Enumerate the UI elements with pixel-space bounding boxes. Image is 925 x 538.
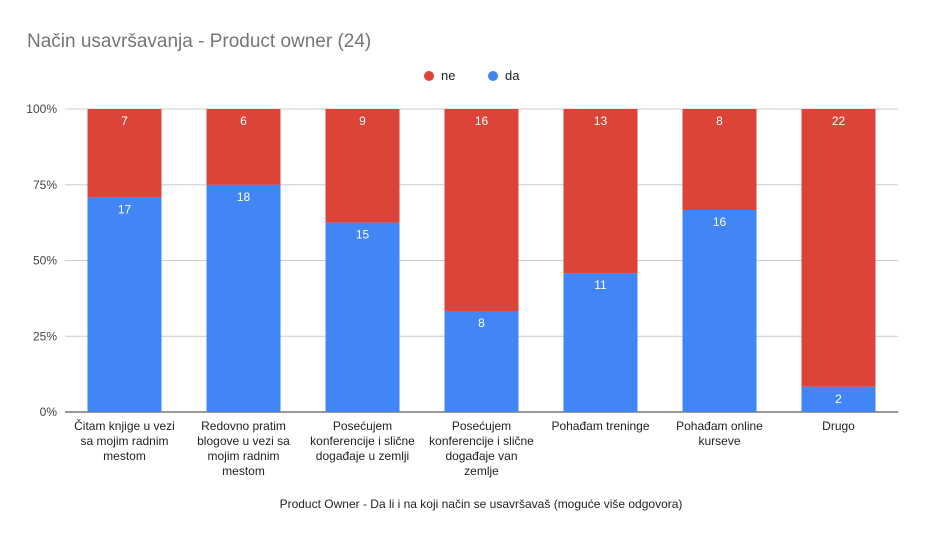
- data-label: 9: [359, 114, 366, 128]
- category-label: mestom: [103, 449, 146, 463]
- data-label: 13: [594, 114, 608, 128]
- category-label: sa mojim radnim: [80, 434, 168, 448]
- chart-title: Način usavršavanja - Product owner (24): [27, 31, 371, 52]
- category-label: događaje u zemlji: [316, 449, 409, 463]
- bar-ne: [87, 109, 162, 198]
- legend-swatch: [488, 71, 498, 81]
- category-label: Posećujem: [333, 419, 392, 433]
- data-label: 8: [478, 316, 485, 330]
- bar-da: [682, 210, 757, 412]
- y-tick-label: 50%: [33, 254, 57, 268]
- bar-da: [563, 273, 638, 412]
- y-tick-label: 75%: [33, 178, 57, 192]
- data-label: 7: [121, 114, 128, 128]
- bar-da: [325, 222, 400, 412]
- bar-da: [206, 184, 281, 412]
- bar-ne: [325, 109, 400, 223]
- bars: [87, 109, 876, 412]
- category-label: događaje van: [445, 449, 517, 463]
- bar-ne: [444, 109, 519, 311]
- category-label: blogove u vezi sa: [197, 434, 290, 448]
- data-label: 16: [713, 215, 727, 229]
- legend: ne da: [424, 68, 520, 83]
- x-axis-label: Product Owner - Da li i na koji način se…: [280, 497, 683, 511]
- data-label: 8: [716, 114, 723, 128]
- category-label: Redovno pratim: [201, 419, 286, 433]
- category-label: kurseve: [698, 434, 740, 448]
- legend-swatch: [424, 71, 434, 81]
- bar-da: [87, 197, 162, 412]
- data-label: 16: [475, 114, 489, 128]
- data-label: 2: [835, 392, 842, 406]
- category-label: Čitam knjige u vezi: [74, 418, 175, 433]
- category-label: Drugo: [822, 419, 855, 433]
- legend-label: da: [505, 68, 520, 83]
- data-label: 22: [832, 114, 846, 128]
- y-tick-label: 25%: [33, 329, 57, 343]
- data-label: 18: [237, 190, 251, 204]
- data-label: 17: [118, 202, 132, 216]
- data-label: 11: [594, 278, 607, 292]
- y-tick-label: 0%: [40, 405, 58, 419]
- legend-label: ne: [441, 68, 455, 83]
- category-label: zemlje: [464, 464, 499, 478]
- bar-ne: [563, 109, 638, 274]
- category-label: konferencije i slične: [310, 434, 415, 448]
- bar-da: [801, 386, 876, 412]
- bar-ne: [801, 109, 876, 387]
- category-label: Posećujem: [452, 419, 511, 433]
- data-label: 6: [240, 114, 247, 128]
- data-label: 15: [356, 228, 370, 242]
- y-tick-label: 100%: [26, 102, 57, 116]
- bar-ne: [206, 109, 281, 185]
- bar-ne: [682, 109, 757, 210]
- category-label: mestom: [222, 464, 265, 478]
- category-label: mojim radnim: [207, 449, 279, 463]
- category-label: Pohađam online: [676, 419, 763, 433]
- category-label: konferencije i slične: [429, 434, 534, 448]
- category-label: Pohađam treninge: [551, 419, 649, 433]
- bar-da: [444, 311, 519, 412]
